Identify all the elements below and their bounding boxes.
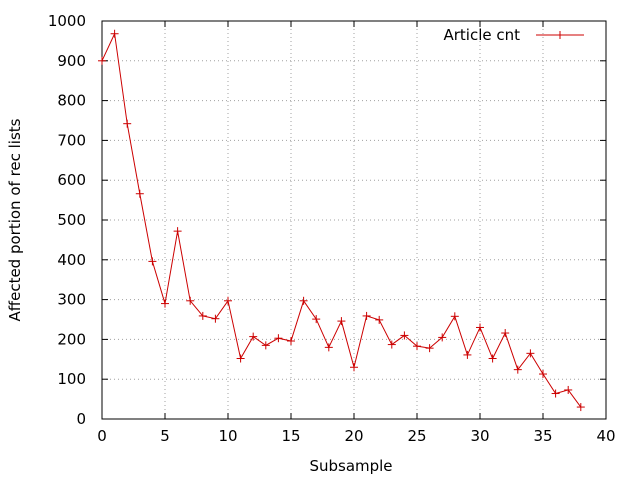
data-point — [450, 312, 459, 321]
data-point — [526, 349, 535, 358]
data-point — [312, 315, 321, 324]
y-tick-label: 800 — [57, 92, 86, 110]
data-point — [539, 370, 547, 379]
data-point — [148, 257, 157, 266]
x-tick-label: 30 — [470, 427, 489, 445]
data-point — [261, 341, 270, 350]
data-point — [198, 311, 207, 320]
x-tick-label: 0 — [97, 427, 107, 445]
legend-marker — [556, 31, 564, 39]
legend: Article cnt — [443, 26, 584, 44]
y-tick-label: 1000 — [48, 12, 86, 30]
data-point — [387, 340, 396, 349]
data-point — [299, 296, 308, 305]
data-point — [362, 311, 371, 320]
y-tick-label: 400 — [57, 251, 86, 269]
data-point — [337, 317, 346, 326]
data-point — [513, 365, 522, 374]
y-tick-label: 500 — [57, 211, 86, 229]
data-point — [564, 385, 573, 394]
y-tick-label: 300 — [57, 291, 86, 309]
y-tick-label: 0 — [76, 410, 86, 428]
data-point — [211, 314, 220, 323]
data-point — [161, 299, 169, 308]
data-point — [173, 227, 182, 236]
grid — [102, 21, 606, 419]
data-point — [400, 331, 409, 340]
y-tick-label: 900 — [57, 52, 86, 70]
x-tick-label: 15 — [281, 427, 300, 445]
data-point — [186, 296, 195, 305]
x-tick-label: 10 — [218, 427, 237, 445]
y-tick-label: 600 — [57, 171, 86, 189]
data-point — [375, 315, 384, 324]
data-point — [135, 189, 144, 198]
y-tick-label: 100 — [57, 370, 86, 388]
data-point — [224, 296, 232, 305]
data-point — [413, 342, 421, 351]
x-tick-label: 35 — [533, 427, 552, 445]
legend-label: Article cnt — [443, 26, 520, 44]
x-axis-title: Subsample — [309, 457, 392, 475]
data-point — [98, 56, 106, 65]
data-point — [350, 363, 358, 372]
x-tick-label: 5 — [160, 427, 170, 445]
data-point — [476, 323, 484, 332]
data-point — [463, 350, 472, 359]
tick-labels: 0 5 10 15 20 25 30 35 40010020030040050060070080… — [48, 12, 616, 445]
x-tick-label: 25 — [407, 427, 426, 445]
y-axis-title: Affected portion of rec lists — [6, 118, 24, 321]
data-point — [438, 333, 447, 342]
data-point — [425, 344, 434, 353]
data-point — [501, 329, 510, 338]
data-point — [249, 332, 258, 341]
data-point — [488, 354, 497, 363]
x-tick-label: 20 — [344, 427, 363, 445]
data-point — [236, 354, 245, 363]
y-tick-label: 200 — [57, 330, 86, 348]
data-point — [110, 29, 119, 38]
data-point — [287, 336, 295, 345]
y-tick-label: 700 — [57, 131, 86, 149]
x-tick-label: 40 — [596, 427, 615, 445]
data-point — [324, 343, 333, 352]
data-point — [551, 389, 560, 398]
data-point — [274, 334, 283, 343]
data-point — [123, 119, 132, 128]
series — [98, 29, 585, 412]
series-line — [101, 31, 582, 408]
data-point — [576, 403, 585, 412]
